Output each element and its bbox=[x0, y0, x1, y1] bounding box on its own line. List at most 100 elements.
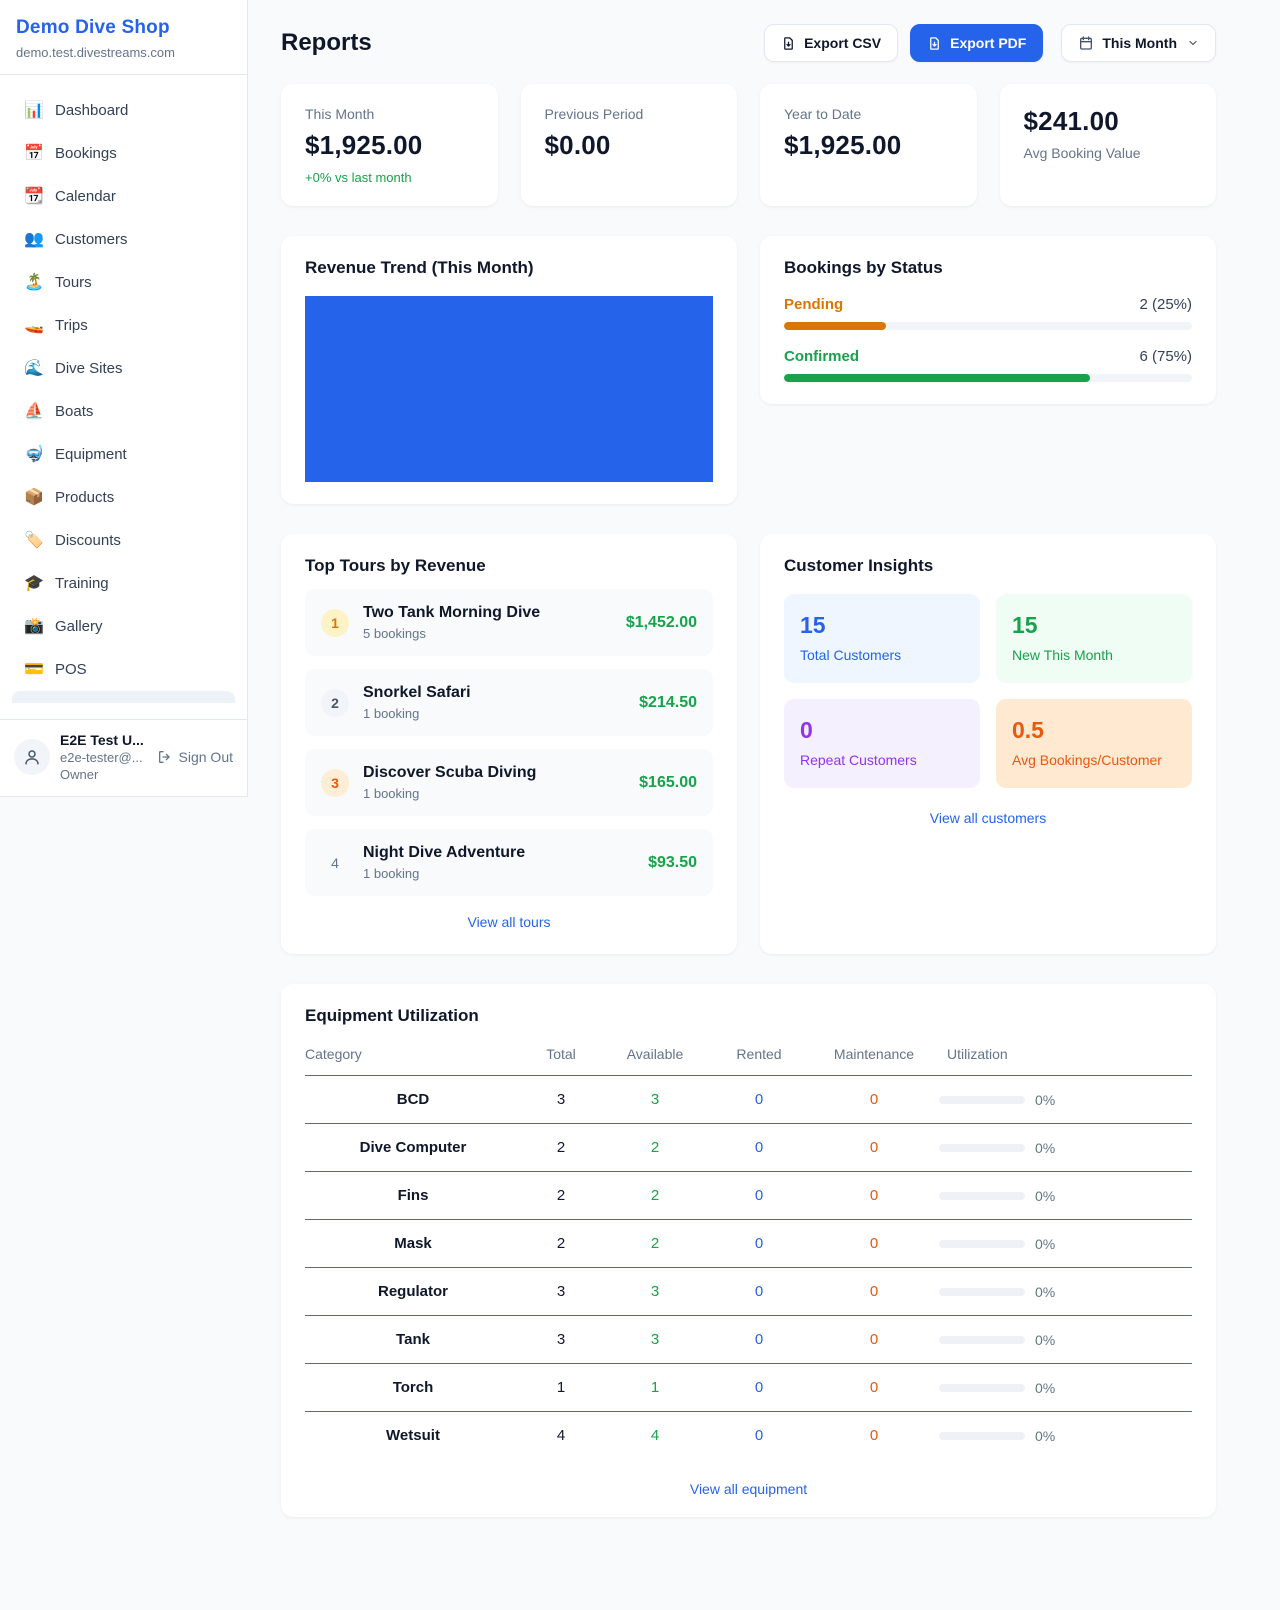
tour-bookings: 1 booking bbox=[363, 706, 420, 721]
equipment-utilization-title: Equipment Utilization bbox=[305, 1006, 479, 1025]
sidebar-item-label: Dashboard bbox=[55, 102, 129, 119]
tour-row: 1 Two Tank Morning Dive 5 bookings $1,45… bbox=[305, 589, 713, 656]
sidebar-item-products[interactable]: 📦 Products bbox=[12, 476, 235, 519]
status-count: 6 (75%) bbox=[1139, 348, 1192, 365]
sidebar-item-label: Equipment bbox=[55, 446, 127, 463]
status-count: 2 (25%) bbox=[1139, 296, 1192, 313]
insight-value: 0.5 bbox=[1012, 717, 1044, 743]
stat-value: $0.00 bbox=[544, 130, 611, 160]
utilization-text: 0% bbox=[1035, 1091, 1056, 1108]
tour-amount: $214.50 bbox=[639, 693, 697, 711]
cell-total: 1 bbox=[521, 1363, 601, 1412]
period-dropdown[interactable]: This Month bbox=[1061, 24, 1216, 62]
chevron-down-icon bbox=[1189, 40, 1197, 46]
column-header-available: Available bbox=[601, 1046, 709, 1076]
rank-badge: 2 bbox=[321, 688, 349, 717]
cell-rented: 0 bbox=[709, 1123, 809, 1172]
cell-total: 2 bbox=[521, 1123, 601, 1172]
charts-row: Revenue Trend (This Month) Bookings by S… bbox=[281, 236, 1216, 504]
export-csv-button[interactable]: Export CSV bbox=[764, 24, 899, 62]
insight-value: 0 bbox=[800, 717, 813, 743]
sidebar-item-tours[interactable]: 🏝️ Tours bbox=[12, 261, 235, 304]
sidebar-item-gallery[interactable]: 📸 Gallery bbox=[12, 605, 235, 648]
cell-total: 3 bbox=[521, 1267, 601, 1316]
sidebar-item-label: Bookings bbox=[55, 145, 117, 162]
tour-name: Two Tank Morning Dive bbox=[363, 604, 541, 621]
equipment-utilization-card: Equipment Utilization Category Total Ava… bbox=[281, 984, 1216, 1517]
boats-icon: ⛵ bbox=[24, 402, 44, 420]
stat-card-avg-booking-value: $241.00 Avg Booking Value bbox=[999, 84, 1216, 206]
utilization-bar bbox=[939, 1239, 1025, 1248]
view-all-equipment-link[interactable]: View all equipment bbox=[689, 1481, 808, 1497]
table-row: Dive Computer 2 2 0 0 0% bbox=[305, 1123, 1192, 1172]
cell-category: Tank bbox=[305, 1315, 521, 1364]
customer-insights-title: Customer Insights bbox=[784, 556, 934, 575]
insight-label: Total Customers bbox=[800, 647, 902, 663]
cell-utilization: 0% bbox=[939, 1075, 1192, 1124]
cell-category: Dive Computer bbox=[305, 1123, 521, 1172]
sidebar-item-bookings[interactable]: 📅 Bookings bbox=[12, 132, 235, 175]
sidebar-item-discounts[interactable]: 🏷️ Discounts bbox=[12, 519, 235, 562]
sidebar-item-dashboard[interactable]: 📊 Dashboard bbox=[12, 89, 235, 132]
top-tours-title: Top Tours by Revenue bbox=[305, 556, 486, 575]
dive-sites-icon: 🌊 bbox=[24, 359, 44, 377]
cell-available: 1 bbox=[601, 1363, 709, 1412]
bookings-by-status-title: Bookings by Status bbox=[784, 258, 943, 277]
progress-track bbox=[784, 322, 1192, 330]
sidebar-nav: 📊 Dashboard 📅 Bookings 📆 Calendar 👥 Cust… bbox=[0, 75, 247, 691]
sidebar-item-customers[interactable]: 👥 Customers bbox=[12, 218, 235, 261]
utilization-text: 0% bbox=[1035, 1283, 1056, 1300]
cell-rented: 0 bbox=[709, 1267, 809, 1316]
customers-icon: 👥 bbox=[24, 230, 44, 248]
revenue-trend-card: Revenue Trend (This Month) bbox=[281, 236, 737, 504]
utilization-text: 0% bbox=[1035, 1187, 1056, 1204]
period-label: This Month bbox=[1102, 35, 1177, 51]
cell-category: Fins bbox=[305, 1171, 521, 1220]
table-row: Fins 2 2 0 0 0% bbox=[305, 1171, 1192, 1220]
cell-rented: 0 bbox=[709, 1363, 809, 1412]
tour-name: Snorkel Safari bbox=[363, 684, 471, 701]
sidebar-item-training[interactable]: 🎓 Training bbox=[12, 562, 235, 605]
cell-total: 2 bbox=[521, 1219, 601, 1268]
export-pdf-button[interactable]: Export PDF bbox=[910, 24, 1044, 62]
tour-name: Night Dive Adventure bbox=[363, 844, 526, 861]
cell-available: 2 bbox=[601, 1123, 709, 1172]
view-all-tours-link[interactable]: View all tours bbox=[467, 914, 551, 930]
table-row: Regulator 3 3 0 0 0% bbox=[305, 1267, 1192, 1316]
cell-category: Wetsuit bbox=[386, 1427, 440, 1444]
cell-maintenance: 0 bbox=[809, 1123, 939, 1172]
sidebar-item-equipment[interactable]: 🤿 Equipment bbox=[12, 433, 235, 476]
status-label: Pending bbox=[784, 296, 844, 313]
cell-maintenance: 0 bbox=[809, 1315, 939, 1364]
stat-value: $241.00 bbox=[1023, 106, 1119, 136]
view-all-customers-link[interactable]: View all customers bbox=[929, 810, 1047, 826]
utilization-bar bbox=[939, 1095, 1025, 1104]
user-panel: E2E Test U... e2e-tester@... Owner Sign … bbox=[0, 719, 247, 796]
table-row: Wetsuit 4 4 0 0 0% bbox=[305, 1412, 1192, 1460]
export-pdf-label: Export PDF bbox=[950, 35, 1027, 51]
shop-header: Demo Dive Shop demo.test.divestreams.com bbox=[0, 0, 247, 75]
cell-category: Regulator bbox=[305, 1267, 521, 1316]
sidebar-item-label: Calendar bbox=[55, 188, 116, 205]
sidebar-item-trips[interactable]: 🚤 Trips bbox=[12, 304, 235, 347]
sidebar-item-active-partial[interactable] bbox=[12, 691, 235, 703]
sidebar-item-pos[interactable]: 💳 POS bbox=[12, 648, 235, 691]
progress-track bbox=[784, 374, 1192, 382]
sign-out-button[interactable]: Sign Out bbox=[157, 749, 233, 765]
equipment-icon: 🤿 bbox=[24, 445, 44, 463]
sidebar-item-boats[interactable]: ⛵ Boats bbox=[12, 390, 235, 433]
stat-label: Avg Booking Value bbox=[1023, 145, 1141, 161]
tour-row: 2 Snorkel Safari 1 booking $214.50 bbox=[305, 669, 713, 736]
sidebar-item-label: Discounts bbox=[55, 532, 121, 549]
tour-row: 3 Discover Scuba Diving 1 booking $165.0… bbox=[305, 749, 713, 816]
sidebar-item-label: POS bbox=[55, 661, 87, 678]
stat-card-previous-period: Previous Period $0.00 bbox=[520, 84, 737, 206]
export-csv-label: Export CSV bbox=[804, 35, 882, 51]
sidebar-item-dive-sites[interactable]: 🌊 Dive Sites bbox=[12, 347, 235, 390]
stat-card-this-month: This Month $1,925.00 +0% vs last month bbox=[281, 84, 498, 206]
sidebar-item-calendar[interactable]: 📆 Calendar bbox=[12, 175, 235, 218]
user-meta: E2E Test U... e2e-tester@... Owner bbox=[60, 732, 144, 782]
bookings-icon: 📅 bbox=[24, 144, 44, 162]
insight-value: 15 bbox=[800, 612, 826, 638]
stat-label: Previous Period bbox=[544, 106, 644, 122]
